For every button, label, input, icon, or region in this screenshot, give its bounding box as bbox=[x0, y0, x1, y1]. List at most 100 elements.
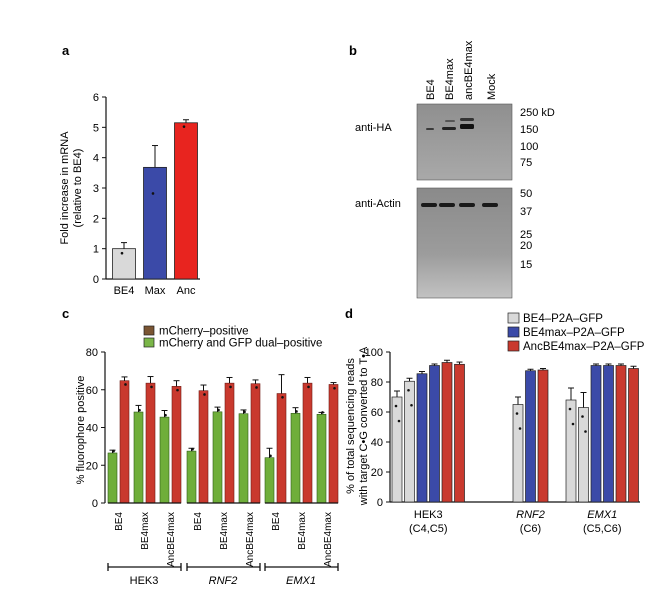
data-point bbox=[243, 410, 246, 414]
y-tick-label: 2 bbox=[93, 213, 99, 225]
data-point bbox=[151, 192, 155, 195]
legend-swatch bbox=[507, 340, 520, 352]
bar-BE4 bbox=[112, 248, 136, 280]
legend-label: AncBE4max–P2A–GFP bbox=[523, 341, 645, 353]
editor-label: BE4 bbox=[193, 512, 204, 531]
editor-label: BE4max bbox=[140, 512, 151, 550]
bar-mcherry-positive bbox=[250, 383, 261, 504]
band-actin bbox=[439, 203, 455, 207]
bar-AncBE4max–P2A–GFP bbox=[615, 365, 627, 503]
band-HA bbox=[442, 127, 456, 130]
data-point bbox=[138, 408, 141, 412]
editor-label: AncBE4max bbox=[166, 512, 177, 567]
editor-label: BE4 bbox=[271, 512, 282, 531]
data-point bbox=[394, 404, 398, 408]
bar-BE4–P2A–GFP bbox=[578, 407, 589, 503]
data-point bbox=[176, 388, 179, 392]
blot-label: anti-HA bbox=[355, 122, 392, 134]
data-point bbox=[120, 251, 124, 255]
bar-BE4max–P2A–GFP bbox=[603, 365, 614, 503]
panel-label-b: b bbox=[349, 43, 357, 58]
bar-dual-positive bbox=[212, 411, 223, 504]
y-tick-label: 6 bbox=[93, 92, 99, 104]
y-tick-label: 20 bbox=[371, 467, 383, 479]
bar-AncBE4max–P2A–GFP bbox=[454, 363, 465, 503]
y-tick-label: 80 bbox=[86, 347, 98, 359]
editor-label: AncBE4max bbox=[323, 512, 334, 567]
data-point bbox=[410, 403, 413, 407]
marker-label: 37 bbox=[520, 206, 532, 218]
legend-swatch bbox=[507, 312, 520, 324]
y-axis-label: % of total sequencing readswith target C… bbox=[345, 346, 370, 506]
panel-a-chart: 0 1 2 3 4 5 6 Fold increase in mRNA(relative to… bbox=[59, 92, 200, 297]
marker-label: 100 bbox=[520, 141, 538, 153]
band-HA bbox=[460, 118, 474, 121]
bar-dual-positive bbox=[238, 413, 249, 504]
panel-label-a: a bbox=[62, 43, 70, 58]
y-tick-label: 40 bbox=[371, 437, 383, 449]
y-tick-label: 4 bbox=[93, 153, 99, 165]
y-tick-label: 3 bbox=[93, 183, 99, 195]
bar-Max bbox=[143, 166, 167, 280]
data-point bbox=[217, 408, 220, 412]
lane-label: Mock bbox=[486, 73, 498, 100]
bar-dual-positive bbox=[107, 452, 118, 504]
bar-dual-positive bbox=[316, 413, 327, 504]
bar-BE4max–P2A–GFP bbox=[429, 365, 440, 503]
data-point bbox=[571, 422, 575, 426]
y-tick-label: 80 bbox=[371, 377, 383, 389]
bar-mcherry-positive bbox=[328, 384, 339, 504]
y-tick-label: 0 bbox=[92, 498, 98, 510]
y-axis-label-line: (relative to BE4) bbox=[72, 149, 84, 228]
y-axis-label: % fluorophore positive bbox=[75, 376, 87, 485]
bar-dual-positive bbox=[290, 413, 301, 504]
bar-BE4max–P2A–GFP bbox=[590, 365, 602, 503]
group-sublabel: (C4,C5) bbox=[409, 523, 448, 535]
data-point bbox=[255, 386, 258, 389]
y-tick-label: 1 bbox=[93, 244, 99, 256]
y-axis-label-line: % of total sequencing reads bbox=[345, 358, 357, 494]
bar-AncBE4max–P2A–GFP bbox=[537, 369, 549, 503]
data-point bbox=[515, 412, 519, 415]
blot-anti-HA bbox=[416, 103, 513, 181]
bar-BE4–P2A–GFP bbox=[512, 404, 524, 503]
panel-b-western-blot: BE4 BE4max ancBE4max Mock anti-HA 250 kD 150 10… bbox=[355, 40, 555, 299]
group-label: RNF2 bbox=[209, 575, 238, 587]
bar-mcherry-positive bbox=[276, 393, 287, 504]
data-point bbox=[518, 427, 522, 430]
data-point bbox=[150, 385, 153, 389]
band-HA bbox=[460, 124, 474, 129]
marker-label: 50 bbox=[520, 188, 532, 200]
legend-label: mCherry and GFP dual–positive bbox=[159, 338, 322, 350]
editor-label: BE4max bbox=[297, 512, 308, 550]
data-point bbox=[307, 385, 310, 389]
blot-label: anti-Actin bbox=[355, 198, 401, 210]
data-point bbox=[191, 447, 194, 451]
band-HA bbox=[445, 120, 455, 122]
bar-dual-positive bbox=[186, 450, 197, 504]
band-HA bbox=[426, 128, 434, 130]
lane-label: BE4max bbox=[444, 58, 456, 100]
data-point bbox=[568, 407, 572, 411]
bar-mcherry-positive bbox=[119, 380, 130, 504]
marker-label: 25 bbox=[520, 229, 532, 241]
data-point bbox=[584, 430, 587, 433]
panel-label-c: c bbox=[62, 306, 69, 321]
editor-label: BE4max bbox=[219, 512, 230, 550]
lane-label: BE4 bbox=[425, 79, 437, 100]
data-point bbox=[321, 411, 324, 414]
group-sublabel: (C6) bbox=[520, 523, 541, 535]
y-axis-label-line: with target C•G converted to T•A bbox=[358, 346, 370, 506]
band-actin bbox=[482, 203, 498, 207]
editor-label: BE4 bbox=[114, 512, 125, 531]
y-tick-label: 40 bbox=[86, 423, 98, 435]
marker-label: 15 bbox=[520, 259, 532, 271]
editor-label: AncBE4max bbox=[245, 512, 256, 567]
y-tick-label: 0 bbox=[377, 497, 383, 509]
y-tick-label: 20 bbox=[86, 460, 98, 472]
group-sublabel: (C5,C6) bbox=[583, 523, 622, 535]
y-tick-label: 0 bbox=[93, 274, 99, 286]
y-tick-label: 5 bbox=[93, 122, 99, 134]
bar-mcherry-positive bbox=[171, 386, 182, 504]
